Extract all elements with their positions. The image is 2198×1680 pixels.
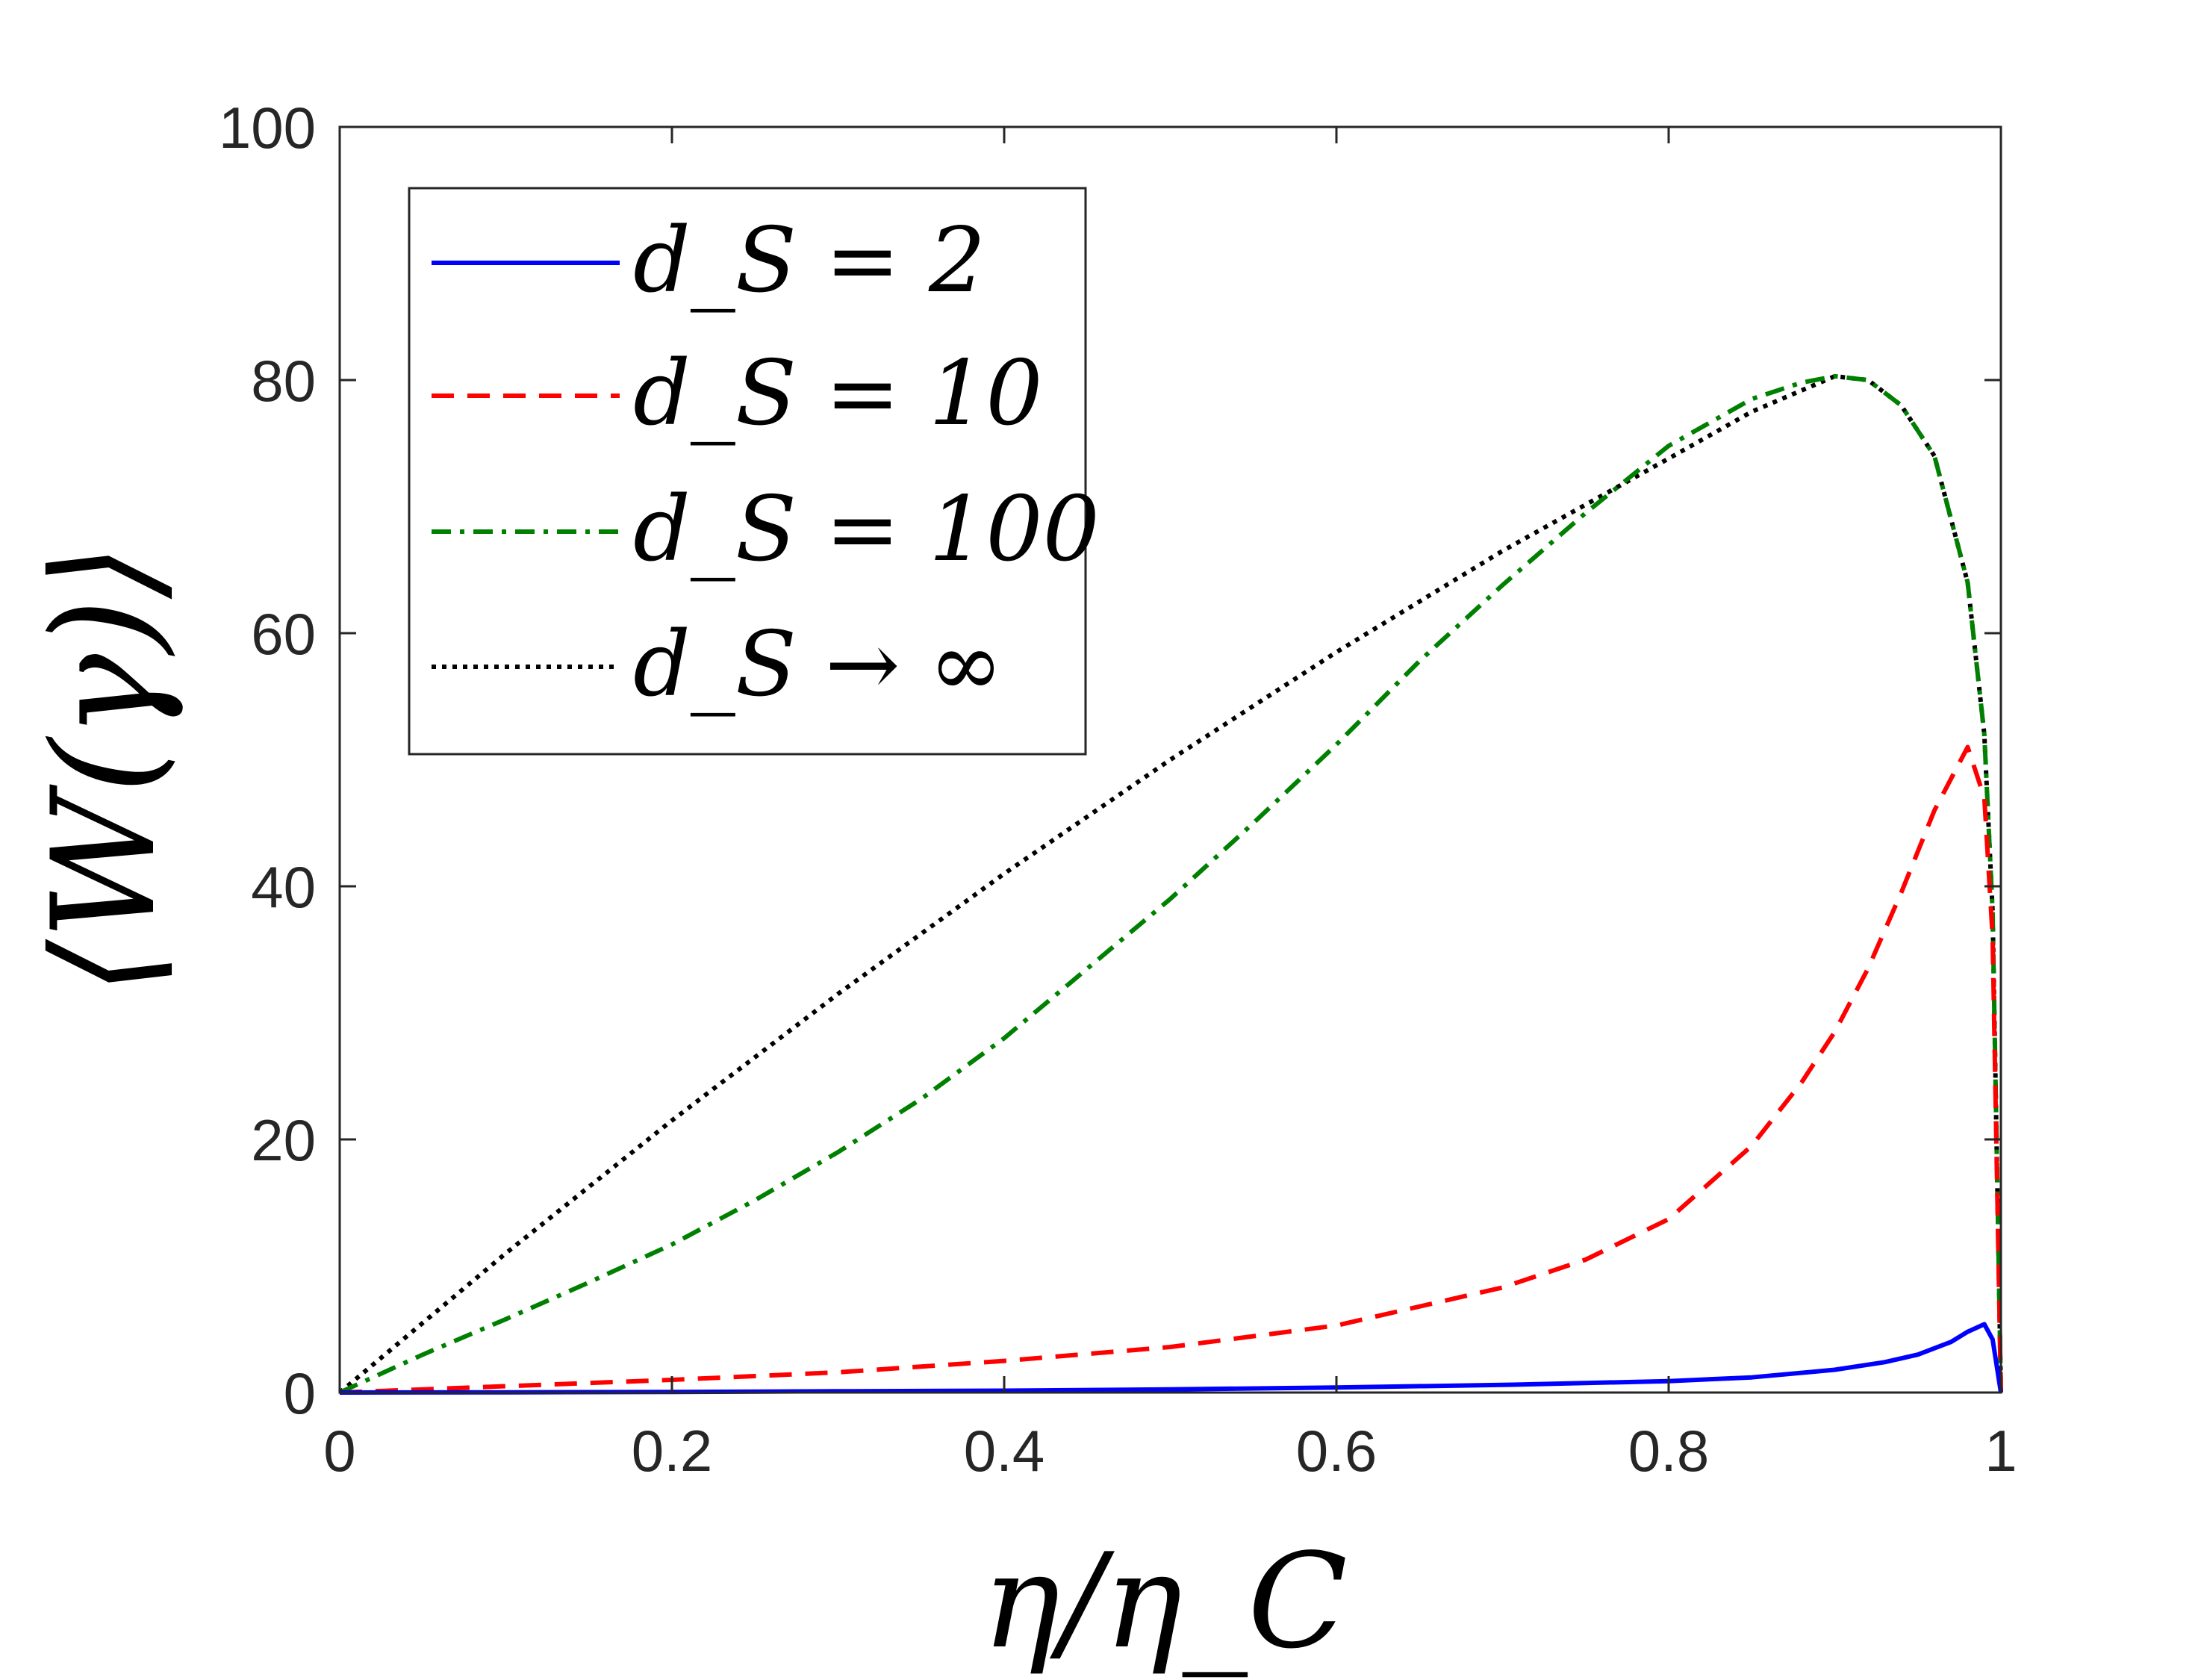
x-tick-label: 0.4	[964, 1418, 1044, 1484]
series-layer	[338, 373, 2003, 1395]
plot-frame	[338, 125, 2002, 1394]
y-tick-label: 60	[251, 601, 316, 667]
legend-label: d_S = 10	[633, 342, 1043, 446]
legend-box	[408, 187, 1087, 756]
x-axis-label: η/η_C	[982, 1526, 1348, 1678]
y-tick-label: 0	[284, 1360, 316, 1426]
y-tick-label: 40	[251, 854, 316, 920]
x-tick-label: 1	[1984, 1418, 2017, 1484]
series-line-3	[338, 373, 2003, 1395]
y-tick-label: 20	[251, 1107, 316, 1173]
x-tick-label: 0	[323, 1418, 355, 1484]
legend: d_S = 2 d_S = 10 d_S = 100 d_S → ∞	[408, 187, 1100, 756]
x-axis-ticks: 0 0.2 0.4 0.6 0.8 1	[323, 127, 2017, 1484]
series-line-1	[339, 1322, 2003, 1395]
legend-label: d_S = 100	[633, 478, 1100, 582]
y-tick-label: 80	[251, 348, 316, 414]
x-tick-label: 0.6	[1296, 1418, 1377, 1484]
y-axis-label: ⟨W(γ)⟩	[22, 543, 187, 995]
y-tick-label: 100	[219, 95, 316, 161]
series-line-2	[339, 744, 2003, 1395]
x-tick-label: 0.2	[632, 1418, 712, 1484]
y-axis-ticks: 0 20 40 60 80 100	[219, 95, 2001, 1426]
legend-label: d_S = 2	[633, 209, 986, 313]
x-tick-label: 0.8	[1628, 1418, 1709, 1484]
legend-label: d_S → ∞	[633, 613, 1003, 717]
